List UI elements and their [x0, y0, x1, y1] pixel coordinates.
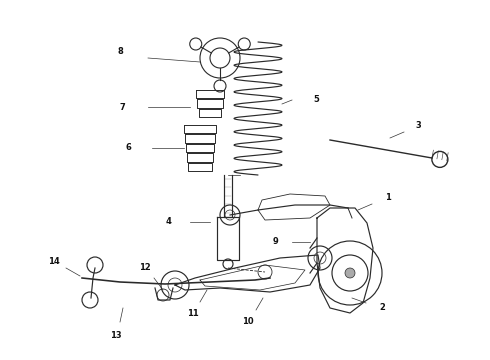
Text: 3: 3	[415, 122, 421, 130]
Text: 6: 6	[125, 144, 131, 153]
Text: 7: 7	[119, 103, 125, 112]
Text: 5: 5	[313, 95, 319, 104]
Text: 9: 9	[272, 238, 278, 247]
Text: 14: 14	[48, 257, 60, 266]
Text: 2: 2	[379, 303, 385, 312]
Text: 1: 1	[385, 194, 391, 202]
Text: 8: 8	[117, 48, 123, 57]
Text: 10: 10	[242, 318, 254, 327]
Text: 12: 12	[139, 264, 151, 273]
Text: 11: 11	[187, 309, 199, 318]
Text: 4: 4	[165, 217, 171, 226]
Text: 13: 13	[110, 332, 122, 341]
Circle shape	[345, 268, 355, 278]
